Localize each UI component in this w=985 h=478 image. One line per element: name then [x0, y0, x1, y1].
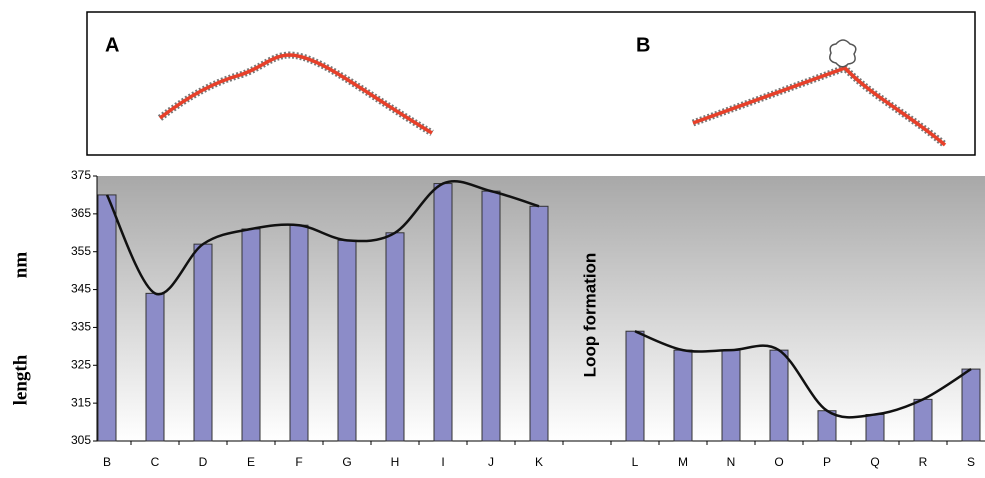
bar: [529, 205, 549, 442]
x-tick-label: F: [295, 455, 302, 469]
x-tick-label: P: [823, 455, 831, 469]
y-axis-unit: nm: [10, 252, 31, 279]
y-tick-label: 315: [71, 395, 91, 409]
loop-knot: [829, 39, 857, 68]
bar: [961, 368, 981, 442]
y-tick-label: 335: [71, 320, 91, 334]
x-tick-label: B: [103, 455, 111, 469]
bar: [481, 190, 501, 442]
molecule-trace: [158, 53, 433, 135]
x-tick-label: M: [678, 455, 688, 469]
bar: [865, 414, 885, 442]
bar: [625, 330, 645, 442]
x-tick-label: R: [919, 455, 928, 469]
x-tick-label: E: [247, 455, 255, 469]
y-tick-label: 325: [71, 357, 91, 371]
annotation: Loop formation: [580, 253, 599, 378]
bar: [433, 183, 453, 442]
bar: [289, 224, 309, 442]
x-tick-label: Q: [870, 455, 879, 469]
bar: [721, 349, 741, 442]
y-tick-label: 305: [71, 433, 91, 447]
x-tick-label: D: [199, 455, 208, 469]
y-tick-label: 345: [71, 282, 91, 296]
x-tick-label: I: [441, 455, 444, 469]
panel-label: B: [636, 34, 650, 56]
x-tick-label: O: [774, 455, 783, 469]
y-tick-label: 365: [71, 206, 91, 220]
trend-line: [105, 180, 972, 419]
y-tick-label: 375: [71, 168, 91, 182]
panel-label: A: [105, 34, 119, 56]
bar: [193, 243, 213, 442]
plot: 305 315 325 335 345 355 365 375 B C D E F G H I J K L M N O P Q…: [71, 168, 985, 469]
bar: [145, 292, 165, 442]
x-tick-label: J: [488, 455, 494, 469]
molecule-trace: [692, 65, 947, 147]
y-axis-label: length: [10, 354, 31, 405]
x-tick-label: G: [342, 455, 351, 469]
x-tick-label: L: [632, 455, 639, 469]
x-tick-label: H: [391, 455, 400, 469]
bar: [385, 232, 405, 442]
panel-frame: [86, 11, 976, 156]
bar: [97, 194, 117, 442]
bar: [241, 228, 261, 442]
bar: [913, 398, 933, 442]
x-tick-label: N: [727, 455, 736, 469]
bar: [673, 349, 693, 442]
bar: [769, 349, 789, 442]
x-tick-label: K: [535, 455, 543, 469]
y-tick-label: 355: [71, 244, 91, 258]
x-tick-label: C: [151, 455, 160, 469]
x-tick-label: S: [967, 455, 975, 469]
bar: [337, 239, 357, 442]
